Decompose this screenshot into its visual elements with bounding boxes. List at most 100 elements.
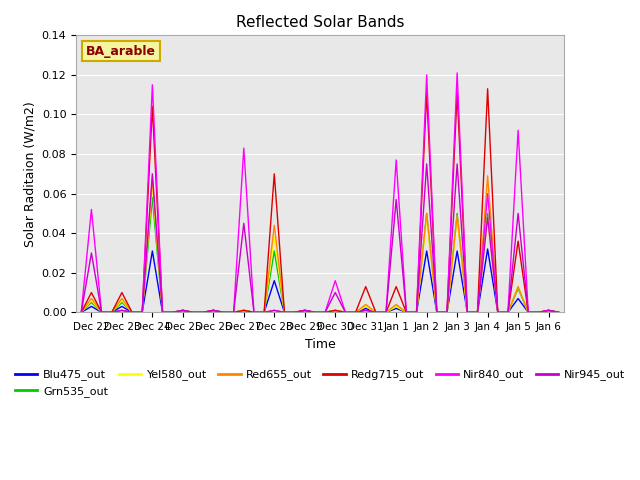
Blu475_out [362, 305, 369, 311]
Nir840_out [403, 310, 410, 315]
Redg715_out [515, 238, 522, 244]
X-axis label: Time: Time [305, 337, 335, 350]
Yel580_out [230, 310, 237, 315]
Redg715_out [301, 308, 308, 313]
Yel580_out [311, 310, 319, 315]
Y-axis label: Solar Raditaion (W/m2): Solar Raditaion (W/m2) [23, 101, 36, 247]
Nir945_out [555, 310, 563, 315]
Yel580_out [524, 310, 532, 315]
Redg715_out [88, 290, 95, 296]
Red655_out [494, 310, 502, 315]
Nir945_out [98, 310, 106, 315]
Nir840_out [311, 310, 319, 315]
Nir945_out [515, 211, 522, 216]
Yel580_out [250, 310, 258, 315]
Red655_out [342, 310, 349, 315]
Nir840_out [515, 127, 522, 133]
Blu475_out [260, 310, 268, 315]
Grn535_out [403, 310, 410, 315]
Yel580_out [474, 310, 481, 315]
Grn535_out [524, 310, 532, 315]
Redg715_out [189, 310, 197, 315]
Yel580_out [332, 308, 339, 313]
Blu475_out [311, 310, 319, 315]
Yel580_out [179, 308, 187, 313]
Nir945_out [311, 310, 319, 315]
Nir840_out [321, 310, 329, 315]
Nir945_out [250, 310, 258, 315]
Grn535_out [453, 211, 461, 216]
Nir840_out [332, 278, 339, 284]
Blu475_out [423, 248, 431, 254]
Nir840_out [504, 310, 512, 315]
Nir840_out [474, 310, 481, 315]
Line: Nir945_out: Nir945_out [81, 164, 559, 312]
Yel580_out [291, 310, 298, 315]
Blu475_out [342, 310, 349, 315]
Redg715_out [240, 308, 248, 313]
Red655_out [199, 310, 207, 315]
Grn535_out [280, 310, 288, 315]
Nir945_out [352, 310, 360, 315]
Nir840_out [199, 310, 207, 315]
Nir840_out [138, 310, 146, 315]
Line: Red655_out: Red655_out [81, 176, 559, 312]
Red655_out [524, 310, 532, 315]
Yel580_out [321, 310, 329, 315]
Line: Blu475_out: Blu475_out [81, 249, 559, 312]
Red655_out [372, 310, 380, 315]
Redg715_out [108, 310, 116, 315]
Yel580_out [484, 215, 492, 220]
Nir945_out [220, 310, 227, 315]
Nir840_out [189, 310, 197, 315]
Nir840_out [301, 308, 308, 313]
Yel580_out [189, 310, 197, 315]
Nir945_out [291, 310, 298, 315]
Yel580_out [463, 310, 471, 315]
Red655_out [443, 310, 451, 315]
Redg715_out [555, 310, 563, 315]
Blu475_out [534, 310, 542, 315]
Grn535_out [362, 303, 369, 309]
Red655_out [362, 301, 369, 307]
Red655_out [108, 310, 116, 315]
Yel580_out [494, 310, 502, 315]
Redg715_out [352, 310, 360, 315]
Nir945_out [433, 310, 441, 315]
Blu475_out [280, 310, 288, 315]
Red655_out [433, 310, 441, 315]
Nir840_out [169, 310, 177, 315]
Blu475_out [189, 310, 197, 315]
Blu475_out [108, 310, 116, 315]
Red655_out [189, 310, 197, 315]
Blu475_out [515, 296, 522, 301]
Nir840_out [443, 310, 451, 315]
Grn535_out [271, 248, 278, 254]
Yel580_out [443, 310, 451, 315]
Nir945_out [504, 310, 512, 315]
Nir840_out [453, 70, 461, 76]
Redg715_out [524, 310, 532, 315]
Redg715_out [118, 290, 125, 296]
Blu475_out [504, 310, 512, 315]
Nir840_out [291, 310, 298, 315]
Nir945_out [240, 220, 248, 226]
Redg715_out [138, 310, 146, 315]
Redg715_out [372, 310, 380, 315]
Grn535_out [159, 310, 166, 315]
Grn535_out [504, 310, 512, 315]
Grn535_out [169, 310, 177, 315]
Redg715_out [403, 310, 410, 315]
Redg715_out [413, 310, 420, 315]
Yel580_out [260, 310, 268, 315]
Yel580_out [352, 310, 360, 315]
Yel580_out [148, 181, 156, 187]
Grn535_out [128, 310, 136, 315]
Red655_out [209, 308, 217, 313]
Red655_out [271, 222, 278, 228]
Blu475_out [545, 308, 552, 313]
Blu475_out [494, 310, 502, 315]
Blu475_out [321, 310, 329, 315]
Red655_out [250, 310, 258, 315]
Blu475_out [148, 248, 156, 254]
